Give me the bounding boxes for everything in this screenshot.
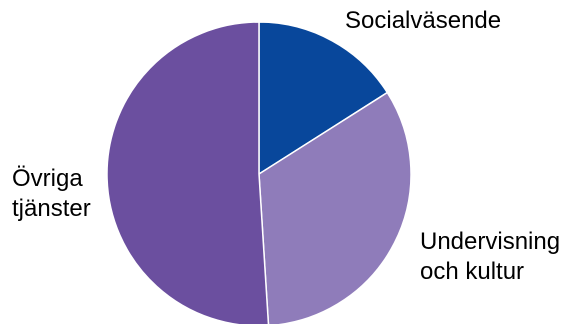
pie-slice-ovriga-tjanster bbox=[106, 21, 270, 327]
slice-label-ovriga-tjanster: Övriga tjänster bbox=[12, 165, 91, 222]
slice-label-socialvasende: Socialväsende bbox=[345, 7, 502, 34]
pie-slice-undervisning-och-kultur bbox=[258, 91, 412, 327]
slice-label-undervisning-och-kultur: Undervisning och kultur bbox=[420, 228, 561, 285]
pie-slice-socialvasende bbox=[258, 21, 389, 175]
